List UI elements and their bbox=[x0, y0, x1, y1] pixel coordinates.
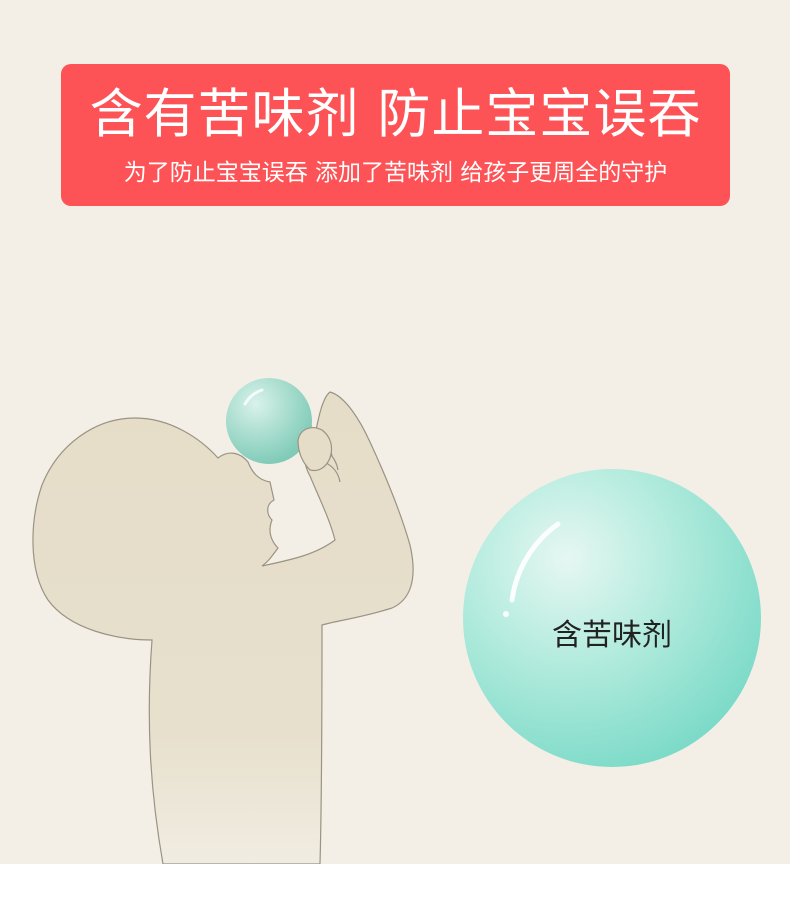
baby-figure bbox=[32, 391, 414, 864]
headline-banner: 含有苦味剂 防止宝宝误吞 为了防止宝宝误吞 添加了苦味剂 给孩子更周全的守护 bbox=[61, 64, 730, 206]
product-detail-panel: 含有苦味剂 防止宝宝误吞 为了防止宝宝误吞 添加了苦味剂 给孩子更周全的守护 bbox=[0, 0, 790, 864]
ball-label: 含苦味剂 bbox=[552, 618, 672, 653]
banner-title: 含有苦味剂 防止宝宝误吞 bbox=[89, 84, 702, 145]
baby-hand bbox=[297, 427, 333, 472]
banner-subtitle: 为了防止宝宝误吞 添加了苦味剂 给孩子更周全的守护 bbox=[123, 160, 668, 186]
small-ball bbox=[226, 378, 312, 464]
bottom-whitespace bbox=[0, 864, 790, 906]
baby-swallow-illustration bbox=[32, 378, 761, 864]
big-ball bbox=[463, 469, 761, 767]
